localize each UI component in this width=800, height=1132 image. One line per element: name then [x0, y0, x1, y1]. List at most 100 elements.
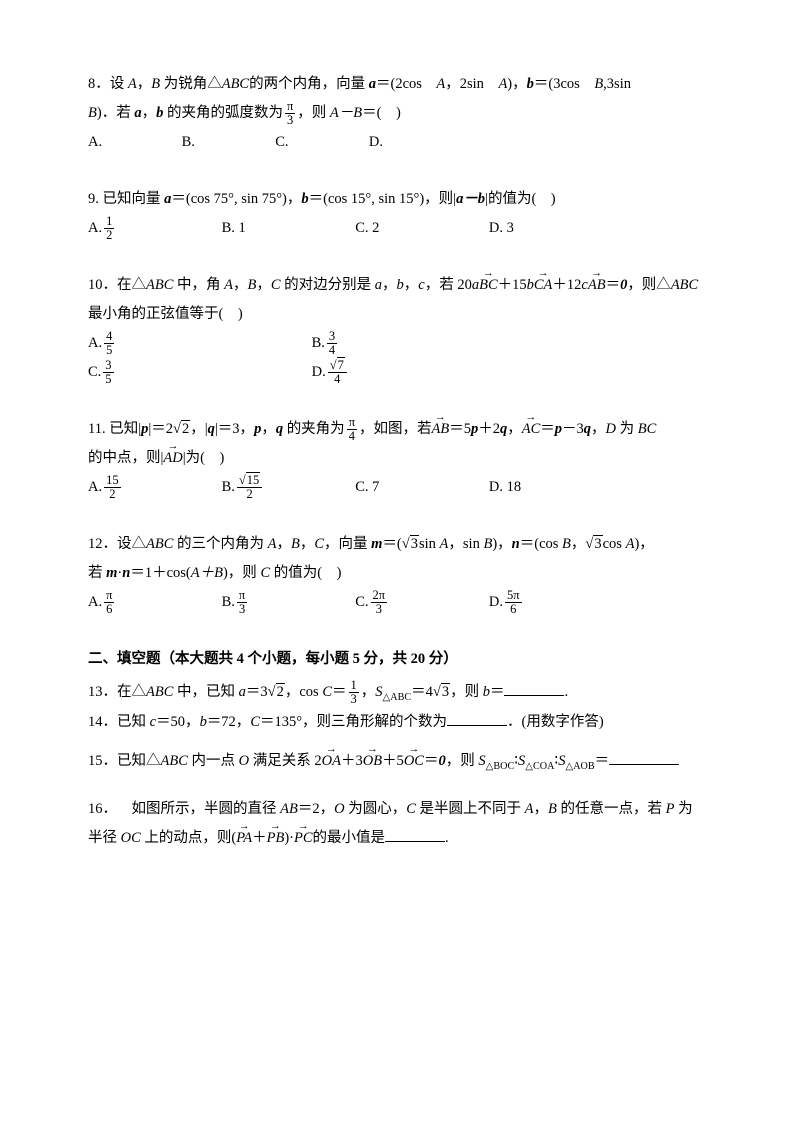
frac: 2π3 — [371, 589, 388, 616]
text: )．若 — [97, 105, 134, 121]
var: ABC — [671, 277, 698, 293]
v: C — [271, 277, 281, 293]
t: ，如图，若 — [359, 421, 432, 437]
text: 9. 已知向量 — [88, 191, 164, 207]
text: 中，角 — [173, 277, 224, 293]
option-d: D. — [369, 128, 459, 157]
t: ＝ — [540, 421, 555, 437]
t: ＝ — [595, 753, 610, 769]
t: |为( ) — [183, 450, 225, 466]
t: 为 — [674, 801, 692, 817]
v: BC — [638, 421, 657, 437]
t: ＋2 — [478, 421, 500, 437]
t: )，则 — [223, 565, 260, 581]
t: |＝2 — [148, 421, 173, 437]
t: . — [564, 684, 568, 700]
v: C — [406, 801, 416, 817]
d: 3 — [349, 693, 359, 706]
v: p — [555, 421, 562, 437]
v: O — [239, 753, 249, 769]
d: 3 — [237, 603, 247, 616]
l: A. — [88, 479, 102, 495]
frac: 35 — [103, 359, 113, 386]
d: 4 — [347, 430, 357, 443]
vec-a: a — [134, 105, 141, 121]
blank — [385, 828, 445, 842]
text: |的值为( ) — [485, 191, 556, 207]
sqrt: 15 — [239, 474, 260, 487]
text: ＝(2cos — [376, 76, 436, 92]
v: a — [375, 277, 382, 293]
t: ＋15 — [498, 277, 527, 293]
v: C — [250, 714, 260, 730]
t: ， — [277, 536, 292, 552]
option-b: B.34 — [312, 329, 340, 358]
v: S — [375, 684, 382, 700]
option-d: D. 3 — [489, 214, 619, 243]
option-b: B. 1 — [222, 214, 352, 243]
frac: 34 — [327, 330, 337, 357]
t: )， — [492, 536, 511, 552]
n: 4 — [104, 330, 114, 344]
q16-line2: 半径 OC 上的动点，则(PA＋PB)·PC的最小值是. — [88, 824, 712, 853]
t: ＝135°，则三角形解的个数为 — [260, 714, 447, 730]
vec-b: b — [527, 76, 534, 92]
var-a: A — [128, 76, 137, 92]
frac: 5π6 — [505, 589, 522, 616]
q8-line2: B)．若 a，b 的夹角的弧度数为π3，则 A－B＝( ) — [88, 99, 712, 128]
v: B — [483, 536, 492, 552]
zero: 0 — [438, 753, 445, 769]
text: ，则△ — [627, 277, 671, 293]
sqrt: 2 — [268, 678, 285, 707]
q9-line1: 9. 已知向量 a＝(cos 75°, sin 75°)，b＝(cos 15°,… — [88, 185, 712, 214]
vec-a: a — [369, 76, 376, 92]
r: 2 — [181, 420, 190, 437]
frac: 152 — [237, 474, 262, 501]
q10-options-row2: C.35 D.74 — [88, 358, 712, 387]
option-a: A.152 — [88, 473, 218, 502]
t: ＝3 — [246, 684, 268, 700]
vec-pa: PA — [236, 824, 252, 853]
text: 8．设 — [88, 76, 128, 92]
t: 的三个内角为 — [173, 536, 267, 552]
var: B — [594, 76, 603, 92]
v: ABC — [146, 536, 173, 552]
question-14: 14．已知 c＝50，b＝72，C＝135°，则三角形解的个数为．(用数字作答) — [88, 708, 712, 737]
t: ＋5 — [382, 753, 404, 769]
n: 1 — [349, 679, 359, 693]
d: 2 — [104, 488, 121, 501]
option-b: B.152 — [222, 473, 352, 502]
t: 中，已知 — [173, 684, 238, 700]
vec-pb: PB — [267, 824, 285, 853]
t: 若 — [88, 565, 106, 581]
v: q — [276, 421, 283, 437]
v: AB — [280, 801, 298, 817]
t: |＝3， — [215, 421, 254, 437]
frac: 45 — [104, 330, 114, 357]
r: 3 — [410, 535, 419, 552]
r: 3 — [441, 683, 450, 700]
n: π — [104, 589, 114, 603]
t: 上的动点，则( — [141, 830, 236, 846]
option-a: A.π6 — [88, 588, 218, 617]
vec-ab: AB — [588, 271, 606, 300]
option-c: C.2π3 — [355, 588, 485, 617]
v: ABC — [146, 684, 173, 700]
l: B. — [312, 335, 325, 351]
den: 2 — [104, 229, 114, 242]
frac: π4 — [347, 416, 357, 443]
d: 6 — [505, 603, 522, 616]
frac: 74 — [328, 359, 347, 386]
option-c: C. 7 — [355, 473, 485, 502]
vec-ob: OB — [363, 747, 382, 776]
text: 10．在△ — [88, 277, 146, 293]
t: ， — [507, 421, 522, 437]
sqrt: 3 — [402, 530, 419, 559]
t: ＝5 — [449, 421, 471, 437]
v: q — [208, 421, 215, 437]
q10-line1: 10．在△ABC 中，角 A，B，C 的对边分别是 a，b，c，若 20aBC＋… — [88, 271, 712, 300]
t: ＝ — [606, 277, 621, 293]
expr: A－B — [330, 105, 362, 121]
t: ＝1＋cos( — [130, 565, 190, 581]
vec-oc: OC — [404, 747, 424, 776]
